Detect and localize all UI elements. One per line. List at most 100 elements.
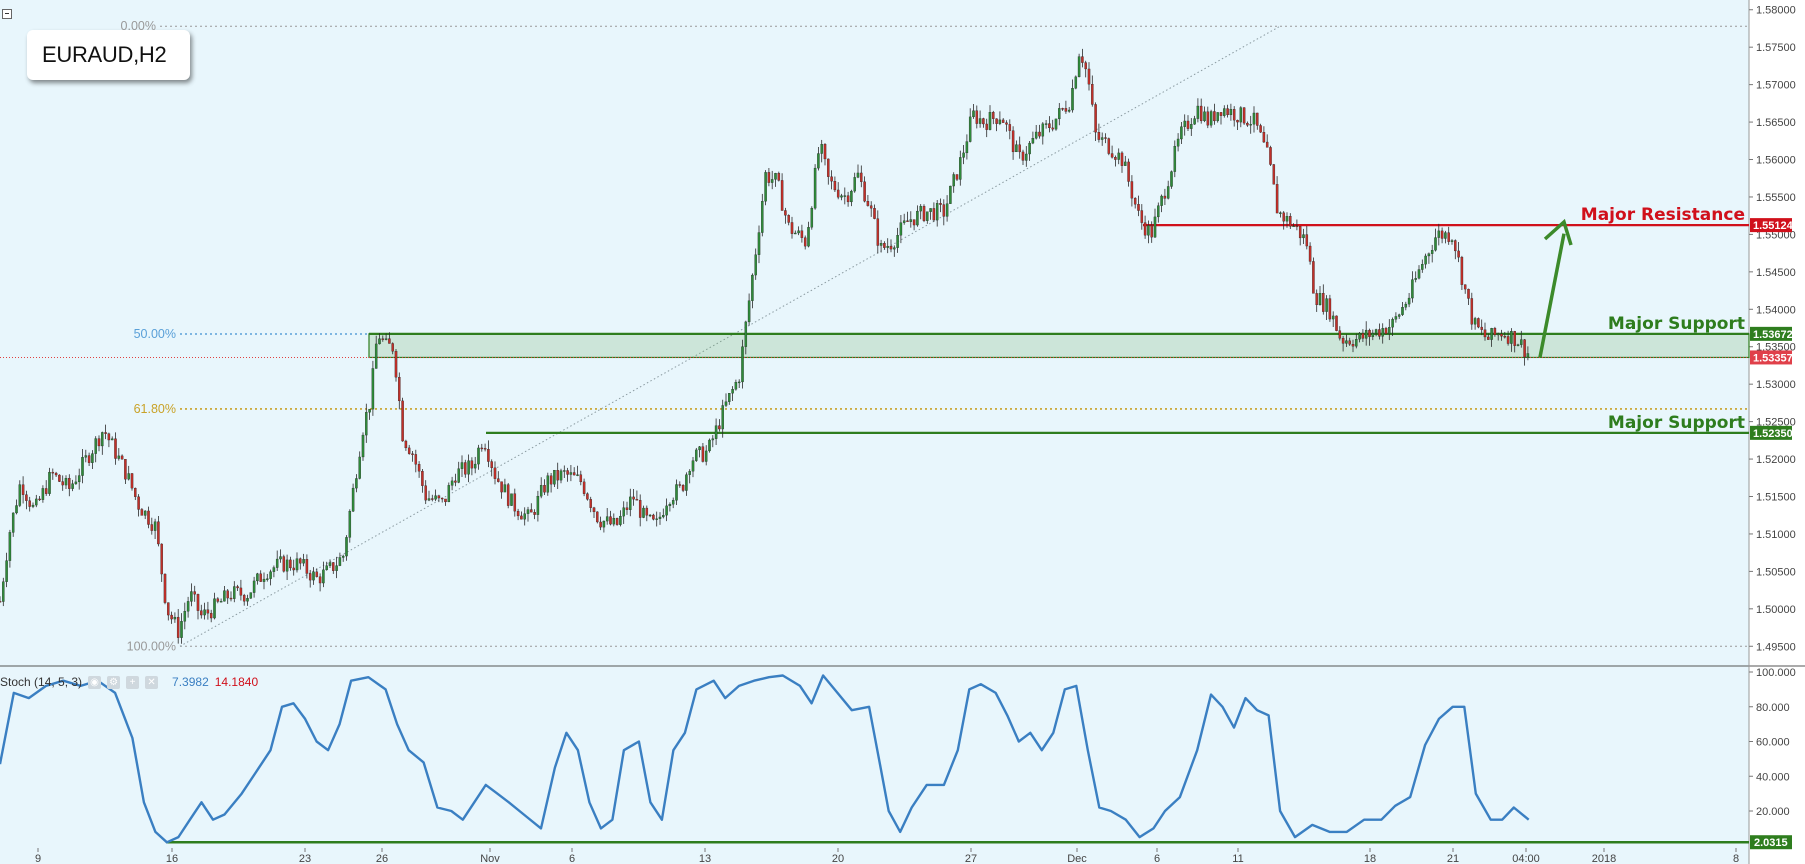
price-label-tag xyxy=(1750,350,1792,365)
candle xyxy=(134,487,137,497)
candle xyxy=(431,498,434,500)
candle xyxy=(444,498,447,503)
candle xyxy=(440,497,444,500)
candle xyxy=(1510,331,1513,344)
gear-icon[interactable]: ⚙ xyxy=(107,675,121,689)
candle xyxy=(761,201,764,233)
candle xyxy=(592,507,596,513)
candle xyxy=(447,485,451,503)
stochastic-label: Stoch (14, 5, 3) xyxy=(0,675,83,689)
price-tick-label: 1.53000 xyxy=(1756,379,1796,391)
candle xyxy=(1493,328,1497,335)
candle xyxy=(427,498,431,501)
candle xyxy=(1081,56,1084,63)
candle xyxy=(1315,293,1318,306)
candle xyxy=(711,438,715,441)
price-tick-label: 1.57500 xyxy=(1756,42,1796,54)
time-axis-label: 18 xyxy=(1364,853,1376,864)
plus-icon[interactable]: + xyxy=(126,675,140,689)
candle xyxy=(850,190,853,203)
candle xyxy=(35,498,38,506)
candle xyxy=(226,590,229,599)
candle xyxy=(315,571,319,577)
close-icon[interactable]: ✕ xyxy=(145,675,159,689)
candle xyxy=(1272,164,1276,185)
candle xyxy=(599,521,602,528)
candle xyxy=(1516,344,1520,346)
candle xyxy=(513,493,517,512)
candle xyxy=(1064,108,1068,112)
candle xyxy=(876,218,880,246)
candle xyxy=(365,412,368,436)
candle xyxy=(487,449,490,462)
candle xyxy=(1104,137,1107,139)
candle xyxy=(252,580,256,593)
price-label-tag xyxy=(1750,326,1792,341)
candle xyxy=(1391,319,1394,328)
candle xyxy=(1173,146,1177,172)
candle xyxy=(962,152,965,158)
stoch-tick-label: 40.000 xyxy=(1756,771,1790,783)
candle xyxy=(846,195,850,203)
candle xyxy=(1021,151,1025,161)
candle xyxy=(1018,144,1021,153)
candle xyxy=(790,222,794,234)
candle xyxy=(1206,111,1210,126)
candle xyxy=(698,446,701,451)
candle xyxy=(757,232,761,255)
candle xyxy=(368,408,371,413)
candle xyxy=(1444,232,1447,239)
candle xyxy=(325,565,328,571)
candle xyxy=(823,144,827,160)
candle xyxy=(582,481,586,494)
candle xyxy=(424,485,427,501)
candle xyxy=(480,447,484,450)
time-axis-label: 23 xyxy=(299,853,311,864)
candle xyxy=(817,153,820,169)
candle xyxy=(1328,298,1332,320)
candle xyxy=(566,470,569,475)
candle xyxy=(1216,112,1219,122)
price-label-text: 1.53357 xyxy=(1753,352,1793,364)
candle xyxy=(213,598,216,619)
candle xyxy=(1440,230,1444,239)
candle xyxy=(1331,315,1335,320)
collapse-icon[interactable] xyxy=(2,9,12,19)
time-axis-label: Dec xyxy=(1067,853,1087,864)
candle xyxy=(675,484,678,501)
candle xyxy=(94,438,97,454)
candle xyxy=(91,453,94,463)
candle xyxy=(945,203,949,217)
candle xyxy=(935,203,939,221)
eye-icon[interactable]: ◉ xyxy=(88,675,102,689)
candle xyxy=(110,438,114,441)
fib-level-label: 50.00% xyxy=(134,327,176,341)
candle xyxy=(104,432,107,434)
candle xyxy=(523,513,526,520)
candle xyxy=(688,471,691,475)
price-tick-label: 1.50000 xyxy=(1756,604,1796,616)
candle xyxy=(840,195,843,198)
candle xyxy=(609,516,612,525)
candle xyxy=(147,510,150,525)
annotation-label: Major Resistance xyxy=(1581,205,1745,225)
candle xyxy=(797,230,800,234)
candle xyxy=(642,507,645,518)
candle xyxy=(272,567,276,572)
candle xyxy=(242,595,246,602)
candle xyxy=(830,176,833,182)
candle xyxy=(553,469,556,485)
price-tick-label: 1.55500 xyxy=(1756,192,1796,204)
candle xyxy=(879,243,883,246)
time-axis-label: Nov xyxy=(480,853,500,864)
candle xyxy=(596,511,599,523)
candle xyxy=(655,518,658,520)
candle xyxy=(1295,225,1299,228)
candle xyxy=(127,473,130,480)
candle xyxy=(503,484,507,493)
candle xyxy=(140,509,144,516)
candle xyxy=(190,591,193,602)
candle xyxy=(869,205,873,209)
candle xyxy=(351,487,355,512)
